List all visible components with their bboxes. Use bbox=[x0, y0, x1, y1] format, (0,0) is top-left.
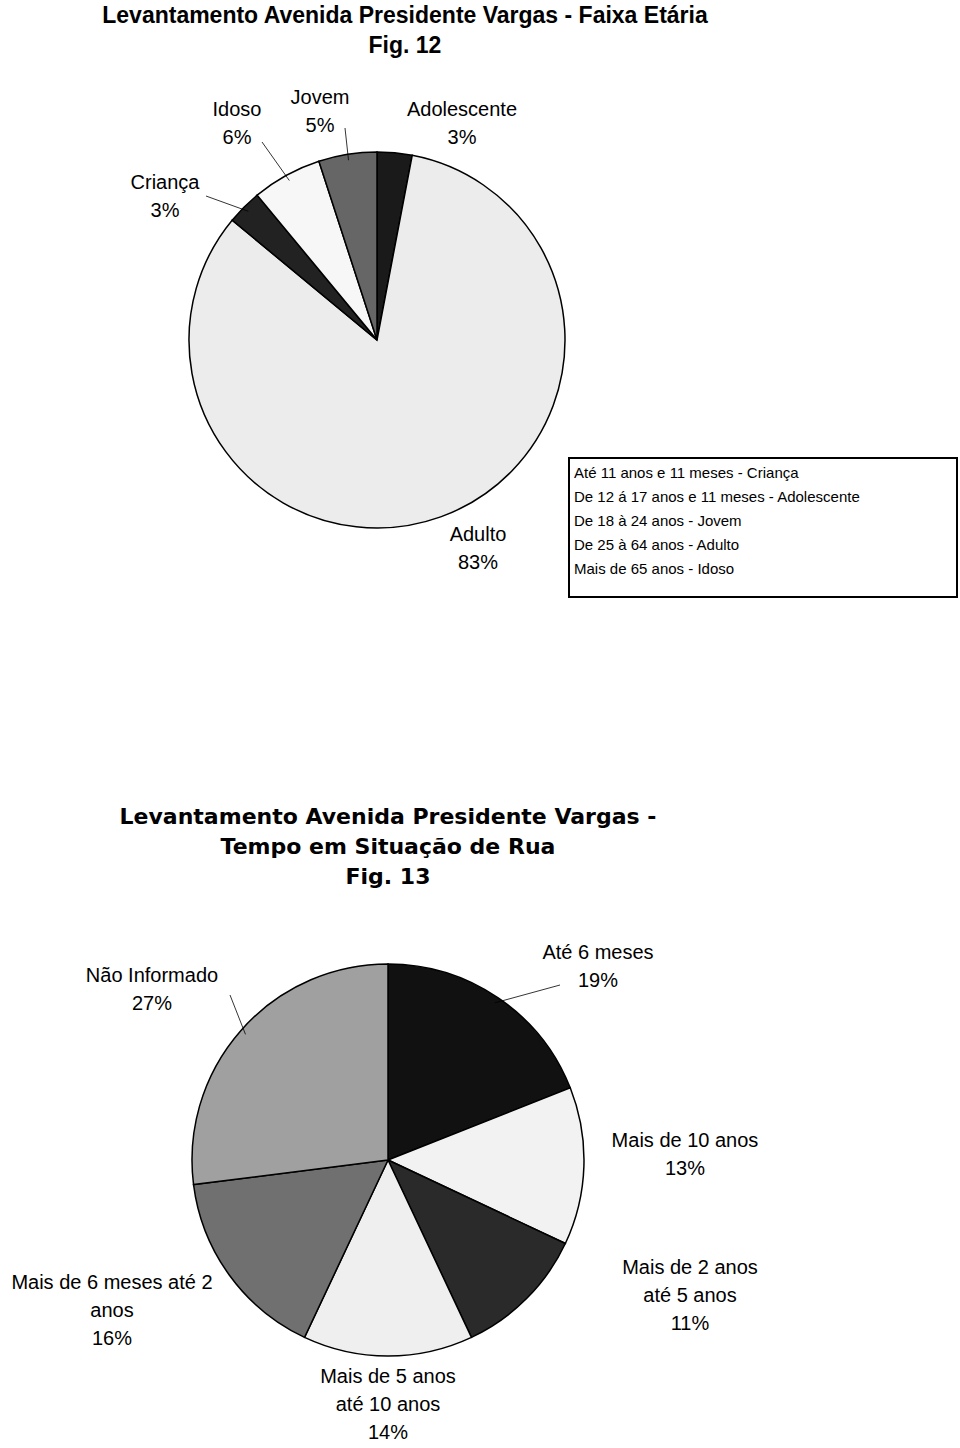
chart-title: Levantamento Avenida Presidente Vargas -… bbox=[88, 802, 688, 862]
slice-value: 16% bbox=[0, 1324, 224, 1352]
slice-label: Mais de 2 anos até 5 anos11% bbox=[610, 1253, 770, 1337]
slice-value: 3% bbox=[382, 123, 542, 151]
slice-category: Idoso bbox=[187, 95, 287, 123]
slice-value: 6% bbox=[187, 123, 287, 151]
leader-line bbox=[495, 985, 560, 1003]
chart-title-block: Levantamento Avenida Presidente Vargas -… bbox=[88, 802, 688, 892]
slice-label: Não Informado27% bbox=[52, 961, 252, 1017]
slice-label: Adolescente3% bbox=[382, 95, 542, 151]
pie-slice bbox=[192, 964, 388, 1185]
slice-category: Mais de 2 anos até 5 anos bbox=[610, 1253, 770, 1309]
chart-canvas: Até 11 anos e 11 meses - Criança De 12 á … bbox=[0, 0, 960, 1448]
slice-value: 11% bbox=[610, 1309, 770, 1337]
slice-label: Adulto83% bbox=[418, 520, 538, 576]
annotation-text: De 18 à 24 anos - Jovem bbox=[574, 512, 742, 529]
annotation-text: Mais de 65 anos - Idoso bbox=[574, 560, 734, 577]
pie-slice bbox=[194, 1160, 388, 1337]
slice-category: Adulto bbox=[418, 520, 538, 548]
pie bbox=[189, 152, 565, 528]
slice-value: 19% bbox=[498, 966, 698, 994]
slice-value: 27% bbox=[52, 989, 252, 1017]
page: Até 11 anos e 11 meses - Criança De 12 á … bbox=[0, 0, 960, 1448]
chart-subtitle: Fig. 12 bbox=[0, 30, 855, 60]
slice-label: Criança3% bbox=[110, 168, 220, 224]
slice-label: Até 6 meses19% bbox=[498, 938, 698, 994]
slice-label: Jovem5% bbox=[270, 83, 370, 139]
leader-line bbox=[262, 142, 289, 181]
slice-label: Mais de 10 anos13% bbox=[585, 1126, 785, 1182]
slice-label: Mais de 5 anos até 10 anos14% bbox=[308, 1362, 468, 1446]
slice-category: Mais de 5 anos até 10 anos bbox=[308, 1362, 468, 1418]
slice-value: 3% bbox=[110, 196, 220, 224]
slice-category: Mais de 6 meses até 2 anos bbox=[0, 1268, 224, 1324]
slice-category: Jovem bbox=[270, 83, 370, 111]
annotation-text: De 25 à 64 anos - Adulto bbox=[574, 536, 739, 553]
slice-category: Adolescente bbox=[382, 95, 542, 123]
chart-subtitle: Fig. 13 bbox=[88, 862, 688, 892]
slice-value: 13% bbox=[585, 1154, 785, 1182]
slice-category: Criança bbox=[110, 168, 220, 196]
slice-category: Mais de 10 anos bbox=[585, 1126, 785, 1154]
slice-value: 5% bbox=[270, 111, 370, 139]
chart-title-block: Levantamento Avenida Presidente Vargas -… bbox=[0, 0, 855, 60]
leader-line bbox=[230, 995, 245, 1034]
annotation-text: Até 11 anos e 11 meses - Criança bbox=[574, 464, 799, 481]
pie bbox=[192, 964, 584, 1356]
slice-value: 14% bbox=[308, 1418, 468, 1446]
annotation-box bbox=[569, 458, 957, 597]
pie-slice bbox=[319, 152, 377, 340]
slice-label: Idoso6% bbox=[187, 95, 287, 151]
slice-category: Até 6 meses bbox=[498, 938, 698, 966]
annotation-text: De 12 á 17 anos e 11 meses - Adolescente bbox=[574, 488, 860, 505]
slice-category: Não Informado bbox=[52, 961, 252, 989]
leader-line bbox=[345, 128, 349, 160]
leader-line bbox=[206, 196, 248, 211]
slice-label: Mais de 6 meses até 2 anos16% bbox=[0, 1268, 224, 1352]
chart-title: Levantamento Avenida Presidente Vargas -… bbox=[0, 0, 855, 30]
slice-value: 83% bbox=[418, 548, 538, 576]
